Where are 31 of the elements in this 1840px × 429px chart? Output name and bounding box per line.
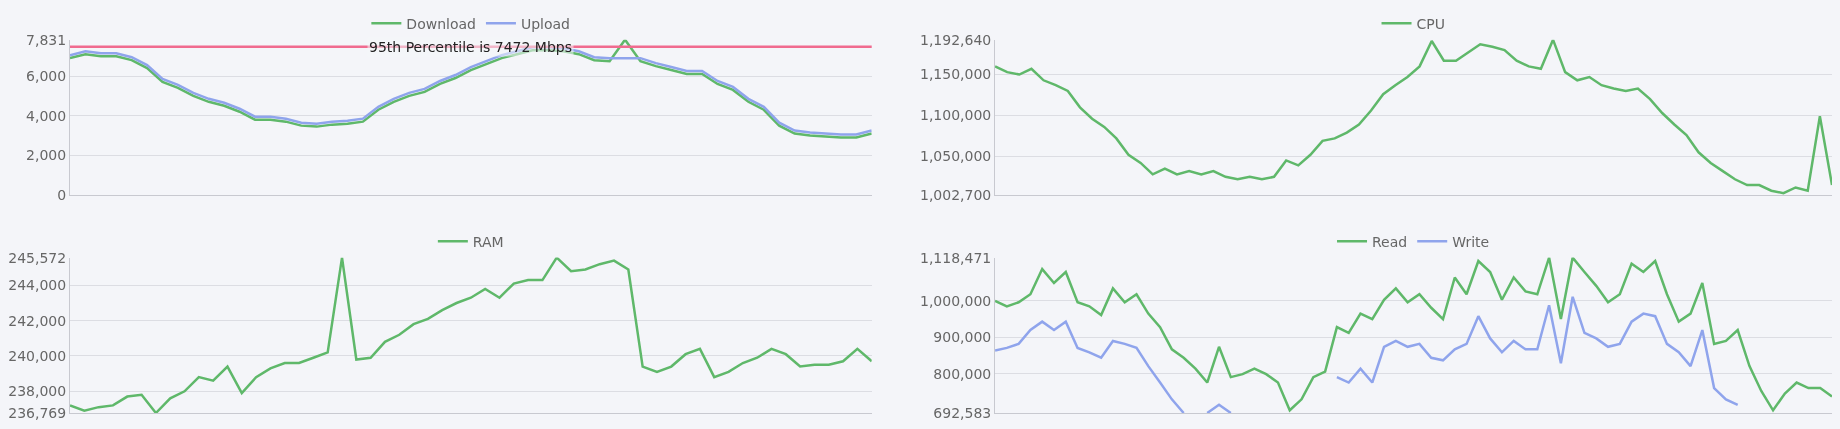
y-tick-label: 800,000 [933,365,992,382]
y-tick-label: 1,118,471 [919,249,992,266]
y-tick-label: 1,192,640 [919,31,992,48]
y-tick-label: 236,769 [8,404,67,421]
y-tick-label: 245,572 [8,249,67,266]
y-tick-label: 1,150,000 [919,66,992,83]
y-tick-label: 692,583 [933,404,992,421]
line-series [70,257,872,413]
y-tick-label: 1,050,000 [919,148,992,165]
y-tick-label: 0 [57,186,67,203]
y-tick-label: 240,000 [8,347,67,364]
y-tick-label: 7,831 [26,31,67,48]
legend-label: CPU [1416,15,1445,32]
legend-label: Download [406,15,476,32]
y-tick-label: 1,000,000 [919,292,992,309]
legend-label: Upload [520,15,571,32]
y-tick-label: 238,000 [8,383,67,400]
line-series [995,257,1832,412]
legend-label: Write [1452,233,1490,250]
ref-line-label: 95th Percentile is 7472 Mbps [369,39,573,55]
line-series [995,39,1832,195]
y-tick-label: 4,000 [26,107,67,124]
y-tick-label: 1,100,000 [919,107,992,124]
legend-label: Read [1372,233,1408,250]
y-tick-label: 900,000 [933,329,992,346]
y-tick-label: 1,002,700 [919,186,992,203]
y-tick-label: 6,000 [26,67,67,84]
legend-label: RAM [472,233,504,250]
y-tick-label: 244,000 [8,277,67,294]
y-tick-label: 242,000 [8,312,67,329]
y-tick-label: 2,000 [26,147,67,164]
